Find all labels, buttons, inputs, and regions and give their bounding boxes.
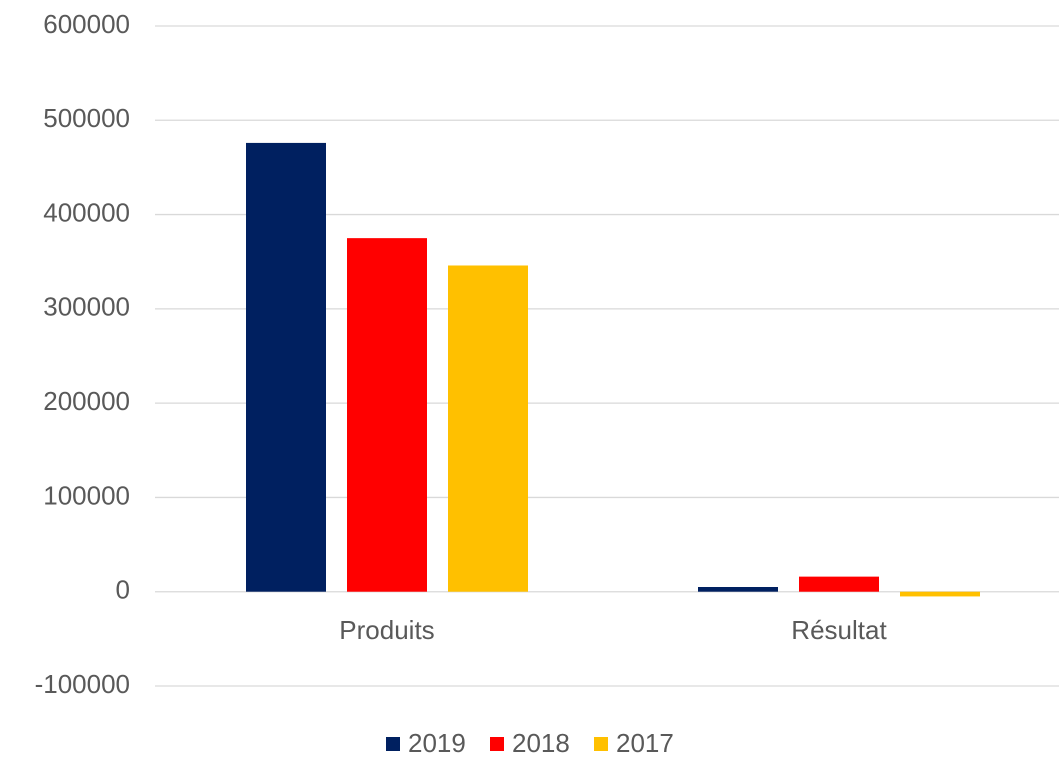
y-tick-label: 500000 (43, 103, 130, 133)
y-tick-label: 300000 (43, 292, 130, 322)
legend-label: 2017 (616, 728, 674, 756)
legend-label: 2019 (408, 728, 466, 756)
bar (799, 576, 879, 592)
y-tick-label: 0 (116, 575, 130, 605)
x-tick-label: Produits (339, 615, 434, 645)
x-tick-label: Résultat (791, 615, 887, 645)
y-tick-label: 100000 (43, 480, 130, 510)
legend-swatch (490, 737, 504, 751)
bar (246, 142, 326, 592)
y-tick-label: 400000 (43, 197, 130, 227)
y-tick-label: 200000 (43, 386, 130, 416)
y-tick-label: -100000 (35, 669, 130, 699)
legend-swatch (386, 737, 400, 751)
legend-label: 2018 (512, 728, 570, 756)
bar (347, 238, 427, 592)
bar (900, 591, 980, 597)
bar (698, 587, 778, 592)
y-tick-label: 600000 (43, 9, 130, 39)
bar (448, 265, 528, 592)
legend-swatch (594, 737, 608, 751)
